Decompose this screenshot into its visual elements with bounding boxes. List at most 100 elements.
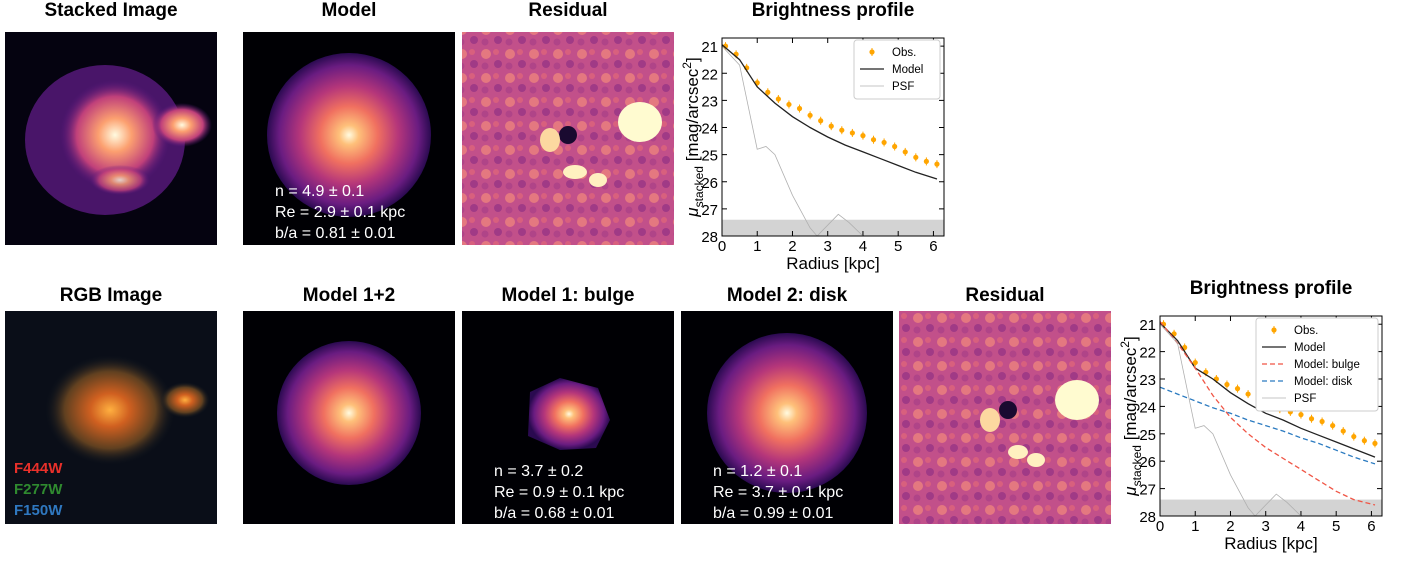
param: Re = 0.9 ± 0.1 kpc: [494, 484, 624, 501]
x-tick-label: 0: [1156, 518, 1164, 535]
data-point: [797, 106, 802, 111]
data-point: [1341, 428, 1346, 433]
y-label-part: stacked: [1130, 445, 1144, 486]
data-point: [871, 137, 876, 142]
y-tick-label: 21: [701, 39, 718, 56]
filter-label: F444W: [14, 460, 63, 477]
y-label-part: stacked: [692, 166, 706, 207]
legend-label: PSF: [1294, 393, 1316, 405]
param: n = 3.7 ± 0.2: [494, 463, 583, 480]
data-point: [860, 133, 865, 138]
legend-label: Model: [1294, 342, 1325, 354]
param: Re = 3.7 ± 0.1 kpc: [713, 484, 843, 501]
data-point: [1319, 419, 1324, 424]
legend-label: Obs.: [892, 47, 916, 59]
data-point: [776, 96, 781, 101]
data-point: [1309, 416, 1314, 421]
param: b/a = 0.81 ± 0.01: [275, 225, 396, 242]
x-tick-label: 2: [788, 238, 796, 255]
y-tick-label: 25: [701, 148, 718, 165]
y-label-part: [mag/arcsec: [683, 68, 702, 166]
data-point: [903, 149, 908, 154]
model-image: [243, 311, 455, 524]
data-point: [1298, 412, 1303, 417]
y-tick-label: 21: [1139, 317, 1156, 334]
disk-image: n = 1.2 ± 0.1 Re = 3.7 ± 0.1 kpc b/a = 0…: [681, 311, 893, 524]
legend-label: Model: disk: [1294, 376, 1352, 388]
legend-label: Model: bulge: [1294, 359, 1360, 371]
x-tick-label: 6: [929, 238, 937, 255]
data-point: [818, 118, 823, 123]
param: Re = 2.9 ± 0.1 kpc: [275, 204, 405, 221]
profile-line: [722, 46, 863, 236]
panel-title: Residual: [528, 0, 607, 21]
y-label-part: [mag/arcsec: [1121, 347, 1140, 445]
param: n = 4.9 ± 0.1: [275, 183, 364, 200]
stacked-image: [5, 32, 217, 245]
y-tick-label: 22: [701, 66, 718, 83]
data-point: [1372, 441, 1377, 446]
legend-label: Obs.: [1294, 325, 1318, 337]
panel-title: Stacked Image: [44, 0, 177, 21]
data-point: [892, 144, 897, 149]
y-tick-label: 23: [1139, 372, 1156, 389]
x-axis-label: Radius [kpc]: [1224, 534, 1318, 553]
data-point: [829, 124, 834, 129]
data-point: [1224, 382, 1229, 387]
shaded-band: [722, 220, 944, 236]
page: Stacked Image Model Residual n = 4.9 ± 0…: [0, 0, 1405, 562]
rgb-image: F444W F277W F150W: [5, 311, 217, 524]
data-point: [934, 162, 939, 167]
data-point: [1245, 391, 1250, 396]
legend-swatch: [1271, 327, 1276, 332]
y-tick-label: 28: [1139, 509, 1156, 526]
y-label-part: ]: [1121, 336, 1140, 341]
x-tick-label: 6: [1367, 518, 1375, 535]
y-tick-label: 25: [1139, 427, 1156, 444]
data-point: [807, 113, 812, 118]
residual-image: [899, 311, 1111, 524]
x-tick-label: 1: [1191, 518, 1199, 535]
y-tick-label: 24: [1139, 399, 1156, 416]
data-point: [1351, 434, 1356, 439]
data-point: [1235, 386, 1240, 391]
x-tick-label: 1: [753, 238, 761, 255]
x-tick-label: 3: [824, 238, 832, 255]
chart-title: Brightness profile: [1190, 278, 1353, 299]
y-tick-label: 22: [1139, 345, 1156, 362]
legend-swatch: [869, 49, 874, 54]
panel-title: RGB Image: [60, 285, 162, 306]
x-tick-label: 3: [1262, 518, 1270, 535]
chart-title: Brightness profile: [752, 0, 915, 21]
x-tick-label: 4: [1297, 518, 1305, 535]
data-point: [1362, 438, 1367, 443]
filter-label: F150W: [14, 502, 63, 519]
panel-title: Model 1+2: [303, 285, 395, 306]
y-tick-label: 28: [701, 229, 718, 246]
param: b/a = 0.68 ± 0.01: [494, 505, 615, 522]
legend-label: PSF: [892, 81, 914, 93]
x-tick-label: 5: [894, 238, 902, 255]
legend-label: Model: [892, 64, 923, 76]
x-tick-label: 5: [1332, 518, 1340, 535]
x-tick-label: 2: [1226, 518, 1234, 535]
data-point: [913, 155, 918, 160]
param: b/a = 0.99 ± 0.01: [713, 505, 834, 522]
shaded-band: [1160, 500, 1382, 516]
y-tick-label: 23: [701, 93, 718, 110]
data-point: [881, 140, 886, 145]
panel-title: Residual: [965, 285, 1044, 306]
panel-title: Model 1: bulge: [502, 285, 635, 306]
y-tick-label: 24: [701, 121, 718, 138]
panel-title: Model 2: disk: [727, 285, 848, 306]
x-axis-label: Radius [kpc]: [786, 254, 880, 273]
data-point: [786, 102, 791, 107]
data-point: [839, 128, 844, 133]
figure: Stacked Image Model Residual n = 4.9 ± 0…: [0, 0, 1405, 562]
bulge-image: n = 3.7 ± 0.2 Re = 0.9 ± 0.1 kpc b/a = 0…: [462, 311, 674, 524]
model-image: n = 4.9 ± 0.1 Re = 2.9 ± 0.1 kpc b/a = 0…: [243, 32, 455, 245]
param: n = 1.2 ± 0.1: [713, 463, 802, 480]
x-tick-label: 4: [859, 238, 867, 255]
